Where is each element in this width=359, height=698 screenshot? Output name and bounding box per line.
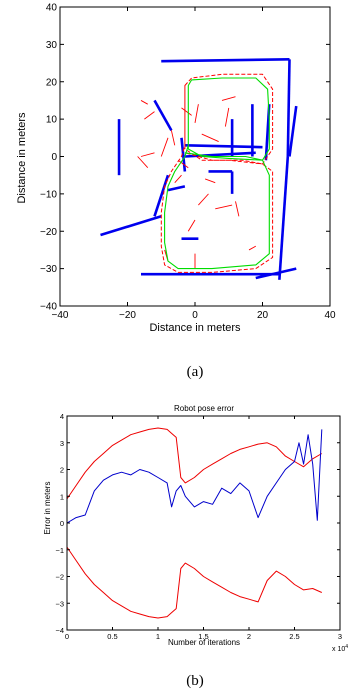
landmark-segment-15 [153,174,170,217]
feature-segment-18 [204,178,216,184]
landmark-segment-19 [255,267,297,280]
y-tick-label-b: 2 [60,466,64,475]
x-multiplier-exponent: 4 [345,644,348,650]
y-axis-ticks-b: −4 −3 −2 −1 0 1 2 3 4 [55,412,340,635]
y-axis-ticks-a: −40 −30 −20 −10 0 10 20 30 40 [40,3,330,313]
x-tick-label-b: 1 [156,632,160,641]
true-path [164,77,270,270]
caption-b: (b) [186,673,204,689]
x-tick-label-b: 1.5 [198,632,208,641]
y-tick-label-b: −2 [55,573,64,582]
y-tick-label-b: −3 [55,599,64,608]
axes-frame-b [66,415,341,631]
feature-segment-10 [187,219,196,232]
x-tick-label-b: 2 [247,632,251,641]
y-axis-label-a: Distance in meters [16,112,28,204]
feature-segment-11 [235,201,240,217]
feature-segment-20 [140,100,148,105]
series-line-2 [66,546,323,619]
feature-segment-1 [181,107,192,116]
feature-segment-15 [248,245,256,251]
feature-segment-17 [170,130,176,146]
y-tick-label-a: 30 [46,40,58,51]
y-tick-label-b: 3 [60,439,64,448]
y-tick-label-a: 40 [46,3,58,14]
x-axis-label-a: Distance in meters [149,322,241,334]
x-tick-label-a: −20 [119,310,136,321]
x-tick-label-b: 0.5 [107,632,117,641]
y-tick-label-b: −1 [55,546,64,555]
feature-segment-4 [224,107,230,127]
landmark-segment-9 [184,151,256,158]
x-tick-label-b: 0 [65,632,69,641]
landmark-segment-4 [288,105,298,157]
paths-layer [160,73,274,273]
landmark-segment-5 [153,99,173,131]
feature-segment-7 [177,159,189,169]
landmark-segment-7 [180,137,187,172]
panel-b-pose-error-plot: Robot pose error 0 0.5 1 1.5 2 2.5 3 −4 −3 −2 −1 0… [43,404,348,689]
y-tick-label-b: 1 [60,492,64,501]
y-tick-label-a: 20 [46,77,58,88]
x-tick-label-b: 3 [338,632,342,641]
feature-segment-14 [140,152,155,157]
estimated-path [160,73,274,273]
landmark-segment-2 [286,59,291,157]
feature-segment-19 [144,111,155,120]
x-axis-multiplier-b: x 104 [332,644,348,653]
y-tick-label-a: −10 [40,189,57,200]
feature-segment-6 [160,137,169,157]
series-layer-b [66,427,323,619]
feature-segment-8 [198,193,209,206]
x-axis-label-b: Number of iterations [168,638,240,647]
x-axis-ticks-a: −40 −20 0 20 40 [52,7,336,321]
feature-segment-2 [194,104,199,123]
chart-title-b: Robot pose error [174,404,234,413]
series-line-1 [66,427,323,500]
x-tick-label-a: 40 [324,310,336,321]
x-tick-label-a: 20 [257,310,269,321]
landmark-segment-1 [161,58,290,63]
y-tick-label-b: 0 [60,519,64,528]
feature-segment-13 [137,156,149,169]
panel-a-map-plot: −40 −20 0 20 40 −40 −30 −20 −10 0 10 20 30 40 Distan… [16,3,336,381]
x-tick-label-a: −40 [52,310,69,321]
y-tick-label-a: −40 [40,302,57,313]
feature-segment-12 [174,174,182,183]
x-multiplier-base: x 10 [332,646,345,653]
caption-a: (a) [187,364,204,380]
y-tick-label-a: −30 [40,264,57,275]
landmark-segment-20 [167,185,186,192]
feature-segment-5 [201,133,219,142]
y-tick-label-a: 0 [51,152,57,163]
landmark-segment-8 [184,143,263,149]
series-line-3 [66,429,323,524]
feature-segment-9 [215,204,233,210]
y-tick-label-b: −4 [55,626,64,635]
landmark-segment-3 [278,156,290,280]
y-tick-label-a: 10 [46,115,58,126]
x-tick-label-a: 0 [192,310,198,321]
landmarks-layer [100,58,298,280]
y-axis-label-b: Error in meters [43,482,52,535]
x-tick-label-b: 2.5 [289,632,299,641]
feature-segment-3 [221,96,236,101]
y-tick-label-a: −20 [40,227,57,238]
landmark-segment-16 [100,215,162,237]
y-tick-label-b: 4 [60,412,64,421]
